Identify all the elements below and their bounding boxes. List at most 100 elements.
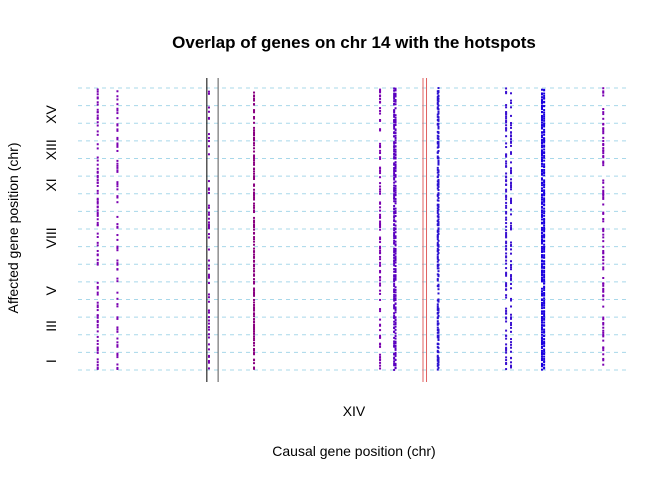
gene-point	[253, 136, 256, 139]
gene-point	[379, 100, 382, 103]
gene-point	[207, 187, 210, 190]
gene-point	[540, 138, 543, 141]
gene-point	[379, 228, 382, 231]
gene-point	[394, 257, 397, 260]
gene-point	[116, 169, 119, 172]
gene-point	[540, 294, 543, 297]
gene-point	[505, 121, 508, 124]
gene-point	[540, 121, 543, 124]
gene-point	[96, 197, 99, 200]
gene-point	[393, 336, 396, 339]
gene-point	[393, 216, 396, 219]
gene-point	[253, 97, 256, 100]
gene-point	[394, 351, 397, 354]
gene-point	[543, 220, 546, 223]
gene-point	[437, 213, 440, 216]
gene-point	[540, 141, 543, 144]
gene-point	[379, 213, 382, 216]
gene-point	[96, 335, 99, 338]
gene-point	[393, 184, 396, 187]
gene-point	[602, 194, 605, 197]
gene-point	[96, 159, 99, 162]
gene-point	[253, 172, 256, 175]
gene-point	[116, 234, 119, 237]
gene-point	[543, 133, 546, 136]
gene-point	[394, 120, 397, 123]
gene-point	[602, 353, 605, 356]
gene-point	[116, 144, 119, 147]
gene-point	[393, 102, 396, 105]
gene-point	[540, 173, 543, 176]
gene-point	[394, 124, 397, 127]
gene-point	[437, 336, 440, 339]
gene-point	[393, 174, 396, 177]
gene-point	[96, 304, 99, 307]
gene-point	[602, 122, 605, 125]
gene-point	[253, 224, 256, 227]
gene-point	[437, 307, 440, 310]
gene-point	[207, 153, 210, 156]
gene-point	[394, 184, 397, 187]
gene-point	[116, 305, 119, 308]
gene-point	[510, 99, 513, 102]
gene-point	[543, 194, 546, 197]
gene-point	[207, 319, 210, 322]
gene-point	[505, 135, 508, 138]
gene-point	[116, 185, 119, 188]
gene-point	[540, 317, 543, 320]
gene-point	[510, 224, 513, 227]
gene-point	[253, 274, 256, 277]
gene-point	[253, 256, 256, 259]
gene-point	[393, 178, 396, 181]
gene-point	[96, 156, 99, 159]
gene-point	[253, 177, 256, 180]
gene-point	[393, 275, 396, 278]
gene-point	[602, 91, 605, 94]
gene-point	[543, 115, 546, 118]
gene-point	[436, 364, 439, 367]
gene-point	[602, 249, 605, 252]
gene-point	[253, 188, 256, 191]
gene-point	[253, 294, 256, 297]
gene-point	[207, 316, 210, 319]
gene-point	[394, 348, 397, 351]
gene-point	[253, 278, 256, 281]
gene-point	[207, 225, 210, 228]
gene-point	[394, 227, 397, 230]
gene-point	[540, 292, 543, 295]
gene-point	[540, 315, 543, 318]
gene-point	[207, 90, 210, 93]
gene-point	[602, 164, 605, 167]
gene-point	[543, 109, 546, 112]
gene-point	[540, 242, 543, 245]
gene-point	[116, 138, 119, 141]
gene-point	[602, 211, 605, 214]
gene-point	[437, 104, 440, 107]
gene-point	[379, 215, 382, 218]
gene-point	[437, 100, 440, 103]
gene-point	[437, 328, 440, 331]
gene-point	[510, 167, 513, 170]
gene-point	[393, 326, 396, 329]
gene-point	[540, 226, 543, 229]
gene-point	[96, 143, 99, 146]
gene-point	[253, 142, 256, 145]
gene-point	[253, 184, 256, 187]
gene-point	[505, 329, 508, 332]
gene-point	[253, 157, 256, 160]
gene-point	[116, 196, 119, 199]
gene-point	[543, 247, 546, 250]
gene-point	[437, 163, 440, 166]
gene-point	[437, 218, 440, 221]
gene-point	[437, 116, 440, 119]
gene-point	[602, 266, 605, 269]
gene-point	[394, 297, 397, 300]
gene-point	[540, 269, 543, 272]
gene-point	[602, 160, 605, 163]
gene-point	[96, 101, 99, 104]
gene-point	[96, 349, 99, 352]
gene-point	[393, 167, 396, 170]
gene-point	[510, 266, 513, 269]
gene-point	[436, 103, 439, 106]
gene-point	[543, 230, 546, 233]
